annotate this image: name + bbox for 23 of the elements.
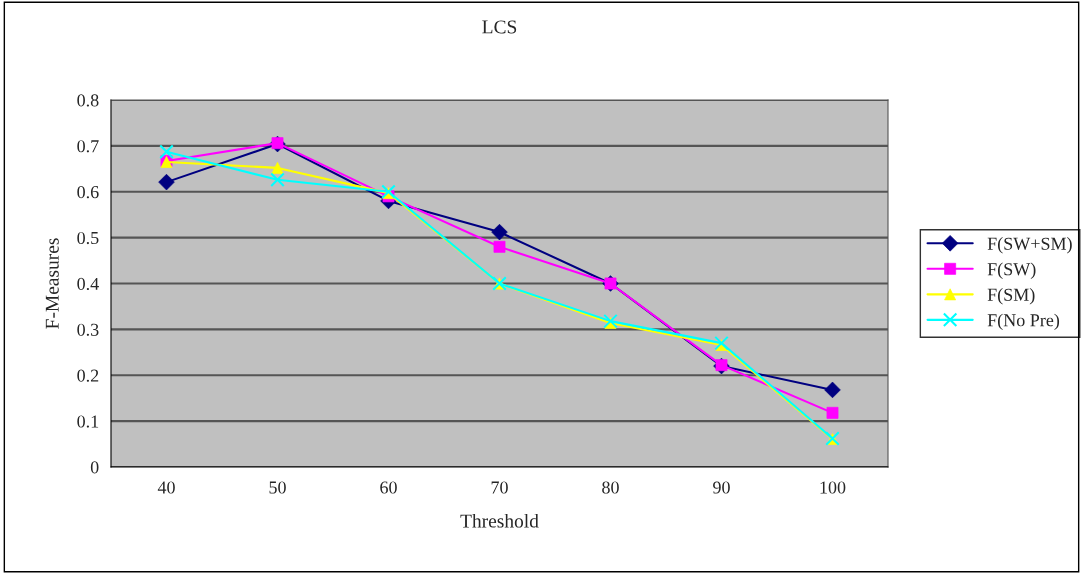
x-tick-label: 50 [269,481,286,494]
legend-label: F(No Pre) [987,313,1060,331]
x-tick-label: 100 [820,481,846,494]
x-tick-label: 80 [602,481,619,494]
y-tick-label: 0.7 [77,140,99,153]
chart-title: LCS [482,20,517,34]
y-tick-label: 0.5 [77,231,99,245]
y-tick-label: 0.2 [77,369,99,382]
x-tick-label: 70 [491,481,508,494]
x-tick-label: 40 [157,481,175,494]
y-tick-label: 0.8 [77,94,99,107]
x-tick-label: 60 [380,481,397,494]
legend-label: F(SW) [987,262,1036,279]
y-tick-label: 0 [90,461,99,474]
legend-label: F(SM) [987,288,1035,305]
y-tick-label: 0.6 [77,186,99,199]
legend-label: F(SW+SM) [987,237,1072,254]
y-tick-label: 0.4 [77,277,99,291]
y-tick-label: 0.3 [77,323,99,336]
y-axis-title: F-Measures [45,238,59,329]
x-tick-label: 90 [713,481,730,494]
y-tick-label: 0.1 [77,415,99,428]
x-axis-title: Threshold [460,513,539,528]
